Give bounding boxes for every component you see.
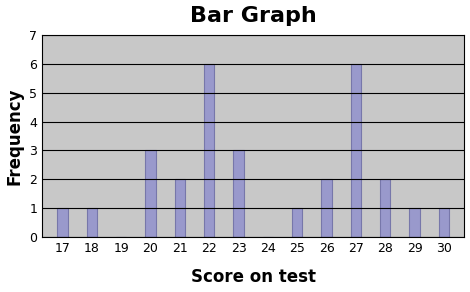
Bar (439, 208, 449, 237)
Bar (204, 64, 214, 237)
Bar (409, 208, 420, 237)
X-axis label: Score on test: Score on test (191, 268, 316, 286)
Bar (292, 208, 302, 237)
Title: Bar Graph: Bar Graph (190, 6, 317, 26)
Bar (321, 179, 332, 237)
Bar (86, 208, 97, 237)
Bar (175, 179, 185, 237)
Bar (234, 150, 243, 237)
Bar (145, 150, 156, 237)
Y-axis label: Frequency: Frequency (6, 87, 24, 185)
Bar (380, 179, 391, 237)
Bar (351, 64, 361, 237)
Bar (57, 208, 68, 237)
